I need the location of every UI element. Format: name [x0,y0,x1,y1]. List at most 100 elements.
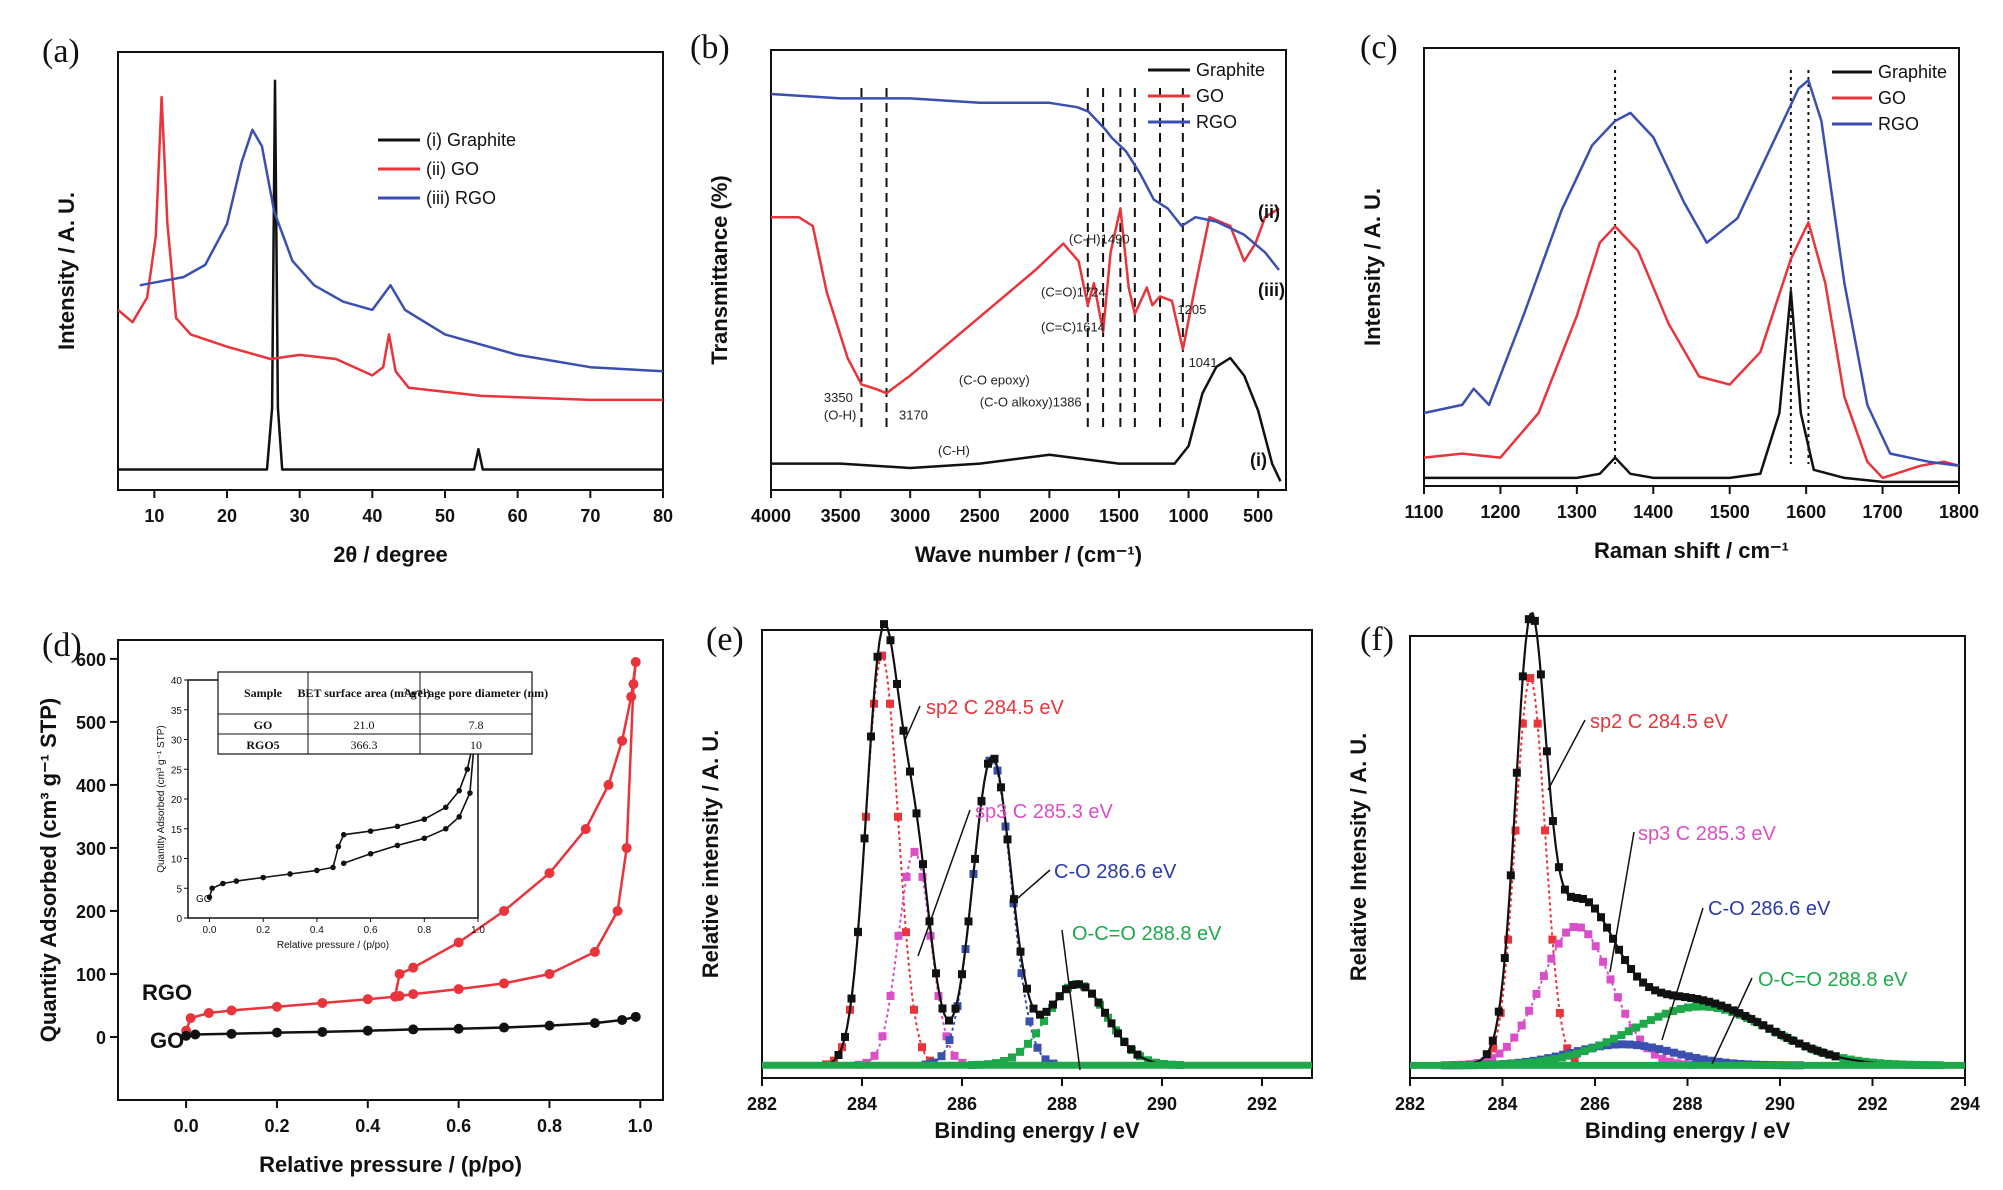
envelope-marker [1578,894,1587,903]
envelope-marker [860,834,869,843]
x-tick-label: 3000 [890,506,930,526]
chart-c-frame [1423,47,1960,487]
component-marker [1554,939,1563,948]
inset-y-tick-label: 10 [171,855,183,866]
y-tick-label: 300 [76,839,106,859]
envelope-marker [990,754,999,763]
component-marker [1699,1055,1708,1064]
envelope-marker [1010,895,1018,904]
x-tick-label: 1600 [1786,502,1826,522]
component-marker [1658,1054,1667,1063]
component-marker [950,1051,959,1060]
inset-y-tick-label: 20 [171,795,183,806]
envelope-marker [1488,1036,1497,1045]
inset-data-point [340,860,347,867]
x-tick-label: 284 [847,1094,877,1114]
component-marker [1606,975,1615,984]
x-tick-label: 50 [435,506,455,526]
x-tick-label: 1.0 [628,1116,653,1136]
annotation-label: (C=C)1614 [1041,320,1105,335]
envelope-marker [1055,992,1064,1001]
x-tick-label: 292 [1247,1094,1277,1114]
envelope-marker [1609,934,1618,943]
annotation-label: (C-O epoxy) [959,372,1030,387]
inset-x-tick-label: 0.8 [417,925,431,936]
inset-y-tick-label: 0 [176,914,182,925]
data-point-go [362,1025,373,1036]
table-cell: GO [254,718,273,732]
component-marker [1518,719,1527,728]
component-marker [1569,922,1578,931]
envelope-marker [964,917,973,926]
x-tick-label: 2000 [1029,506,1069,526]
component-marker [1714,1057,1723,1066]
peak-label: O-C=O 288.8 eV [1758,969,1908,991]
annotation-arrow [1017,869,1051,899]
inset-y-tick-label: 30 [171,736,183,747]
inset-data-point [287,871,293,877]
legend-label: RGO [1196,112,1237,132]
inset-data-point [464,766,471,773]
component-marker [1488,1054,1497,1063]
component-marker [1654,1012,1663,1021]
x-tick-label: 1000 [1169,506,1209,526]
envelope-marker [1029,1004,1038,1013]
envelope-marker [1645,983,1654,992]
data-point-go [630,1011,641,1022]
envelope-marker [971,854,979,863]
envelope-marker [1687,993,1696,1002]
annotation-label: 1041 [1189,355,1218,370]
component-marker [1647,1043,1656,1052]
x-axis-label: Binding energy / eV [934,1118,1140,1143]
component-marker [910,847,919,856]
annotation-label: (C-H)1490 [1069,232,1130,247]
panel-label: (b) [690,29,730,66]
inset-data-point [421,835,428,842]
inset-series-line [208,729,477,898]
data-point-rgo [362,994,373,1005]
envelope-marker [1023,984,1031,993]
component-marker [1639,1019,1648,1028]
component-marker [1576,923,1585,932]
component-marker [1033,1043,1042,1052]
y-axis-label: Quantity Adsorbed (cm³ g⁻¹ STP) [36,698,61,1042]
component-marker [1632,1023,1641,1032]
data-point-rgo [499,978,510,989]
inset-x-tick-label: 0.4 [310,925,324,936]
envelope-marker [899,726,908,735]
chart-a: 10 20 30 40 50 60 70 80 2θ / degree Intensity / A… [42,33,673,567]
component-marker [1640,1042,1649,1051]
peak-label: C-O 286.6 eV [1708,898,1831,920]
envelope-marker [1723,1003,1732,1012]
data-point-rgo [630,657,641,668]
x-tick-label: 1700 [1863,502,1903,522]
chart-f: 282 284 286 288 290 292 294 Binding energy / eV… [1346,612,1980,1143]
inset-chart: 0.0 0.2 0.4 0.6 0.8 1.0 0 5 10 15 20 25 30 35 40 Relati… [156,671,548,951]
envelope-marker [1506,871,1515,880]
y-axis-label: Intensity / A. U. [54,192,79,350]
x-tick-label: 282 [1395,1094,1425,1114]
data-point-rgo [612,905,623,916]
inset-x-tick-label: 0.2 [256,925,270,936]
legend-label: GO [1878,88,1906,108]
inset-data-point [442,804,449,811]
component-marker [1555,1008,1564,1017]
inset-y-tick-label: 35 [171,706,183,717]
envelope-marker [1777,1030,1786,1039]
inset-data-point [442,825,449,832]
component-marker [1535,1057,1544,1066]
component-marker [1676,1005,1685,1014]
component-marker [1584,930,1593,939]
inset-y-tick-label: 25 [171,765,183,776]
inset-data-point [340,831,347,838]
envelope-marker [867,732,875,741]
envelope-marker [1003,835,1012,844]
table-header: Average pore diameter (nm) [404,686,548,700]
table-cell: RGO5 [246,738,279,752]
series-line-graphite [771,356,1282,482]
component-marker [1636,1035,1645,1044]
y-tick-label: 400 [76,776,106,796]
x-axis-label: Raman shift / cm⁻¹ [1594,538,1789,563]
table-cell: 366.3 [351,738,378,752]
